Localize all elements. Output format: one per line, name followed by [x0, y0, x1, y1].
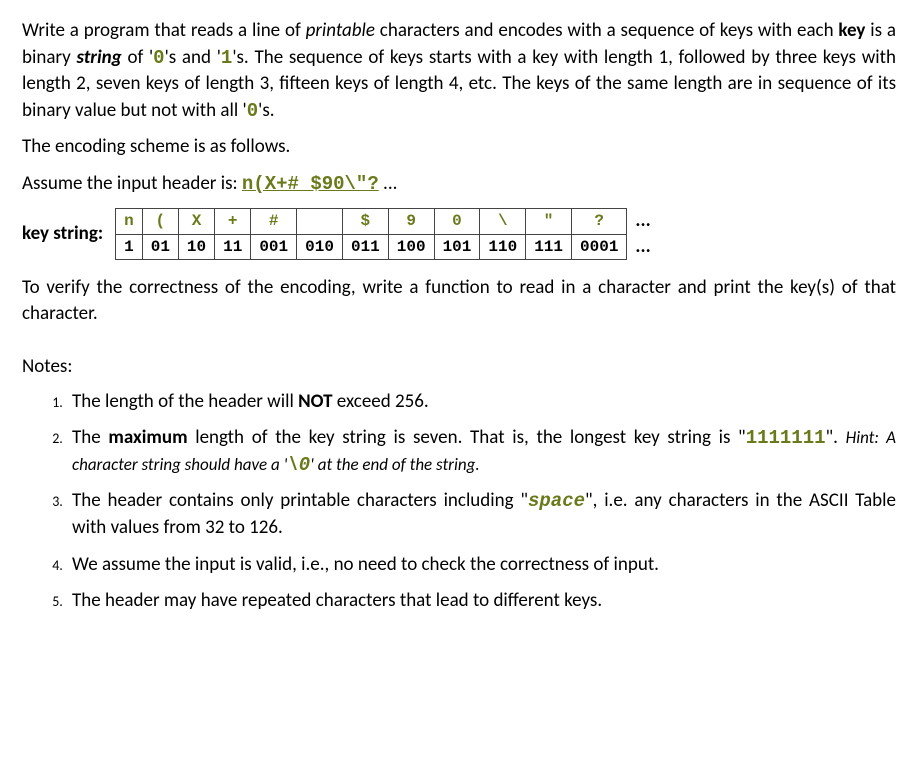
code-zero: 0 [153, 47, 164, 69]
text: Write a program that reads a line of [22, 19, 306, 42]
char-cell [297, 209, 343, 234]
list-item: The length of the header will NOT exceed… [66, 389, 896, 416]
key-cell: 0001 [572, 234, 627, 259]
text: 's and ' [165, 46, 221, 69]
text: ... [379, 172, 398, 195]
char-cell: 0 [434, 209, 480, 234]
text-maximum: maximum [108, 426, 187, 449]
char-cell: " [526, 209, 572, 234]
code-zero: 0 [247, 100, 258, 122]
label-key-string: key string: [22, 221, 103, 248]
table-row-chars: n ( X + # $ 9 0 \ " ? [116, 209, 627, 234]
table-row-keys: 1 01 10 11 001 010 011 100 101 110 111 0… [116, 234, 627, 259]
char-cell: $ [342, 209, 388, 234]
key-table-row: key string: n ( X + # $ 9 0 \ " ? 1 01 1… [22, 208, 896, 261]
code-header-example: n(X+# $90\"? [242, 173, 379, 195]
text: characters and encodes with a sequence o… [375, 19, 838, 42]
text-string: string [76, 46, 121, 69]
key-cell: 110 [480, 234, 526, 259]
text: 's. [258, 99, 274, 122]
list-item: The header may have repeated characters … [66, 588, 896, 615]
paragraph-assume: Assume the input header is: n(X+# $90\"?… [22, 171, 896, 198]
list-item: The header contains only printable chara… [66, 488, 896, 541]
hint-text: ' at the end of the string. [310, 454, 480, 475]
char-cell: ? [572, 209, 627, 234]
list-item: We assume the input is valid, i.e., no n… [66, 552, 896, 579]
key-cell: 01 [142, 234, 178, 259]
text: The length of the header will [72, 390, 298, 413]
key-cell: 011 [342, 234, 388, 259]
text: The [72, 426, 108, 449]
text-key: key [838, 19, 865, 42]
key-table: n ( X + # $ 9 0 \ " ? 1 01 10 11 001 010… [115, 208, 627, 260]
char-cell: \ [480, 209, 526, 234]
ellipsis-column: ... ... [627, 208, 650, 261]
code-space: space [528, 490, 585, 512]
text-not: NOT [298, 390, 332, 413]
key-cell: 111 [526, 234, 572, 259]
text: Assume the input header is: [22, 172, 242, 195]
notes-list: The length of the header will NOT exceed… [22, 389, 896, 615]
char-cell: 9 [388, 209, 434, 234]
key-cell: 010 [297, 234, 343, 259]
ellipsis: ... [635, 208, 650, 235]
ellipsis: ... [635, 234, 650, 261]
key-cell: 101 [434, 234, 480, 259]
char-cell: X [178, 209, 214, 234]
paragraph-scheme: The encoding scheme is as follows. [22, 134, 896, 161]
notes-heading: Notes: [22, 354, 896, 381]
key-cell: 001 [251, 234, 297, 259]
text: of ' [122, 46, 153, 69]
key-cell: 100 [388, 234, 434, 259]
char-cell: # [251, 209, 297, 234]
char-cell: + [215, 209, 251, 234]
key-cell: 11 [215, 234, 251, 259]
char-cell: ( [142, 209, 178, 234]
text: length of the key string is seven. That … [188, 426, 746, 449]
paragraph-intro: Write a program that reads a line of pri… [22, 18, 896, 124]
text: The header contains only printable chara… [72, 489, 528, 512]
paragraph-verify: To verify the correctness of the encodin… [22, 275, 896, 328]
code-longest-key: 1111111 [746, 427, 826, 449]
key-cell: 1 [116, 234, 143, 259]
code-one: 1 [221, 47, 232, 69]
char-cell: n [116, 209, 143, 234]
key-cell: 10 [178, 234, 214, 259]
text-printable: printable [306, 19, 375, 42]
list-item: The maximum length of the key string is … [66, 425, 896, 478]
code-null: \0 [287, 454, 310, 476]
text: ". [826, 426, 846, 449]
text: exceed 256. [333, 390, 429, 413]
